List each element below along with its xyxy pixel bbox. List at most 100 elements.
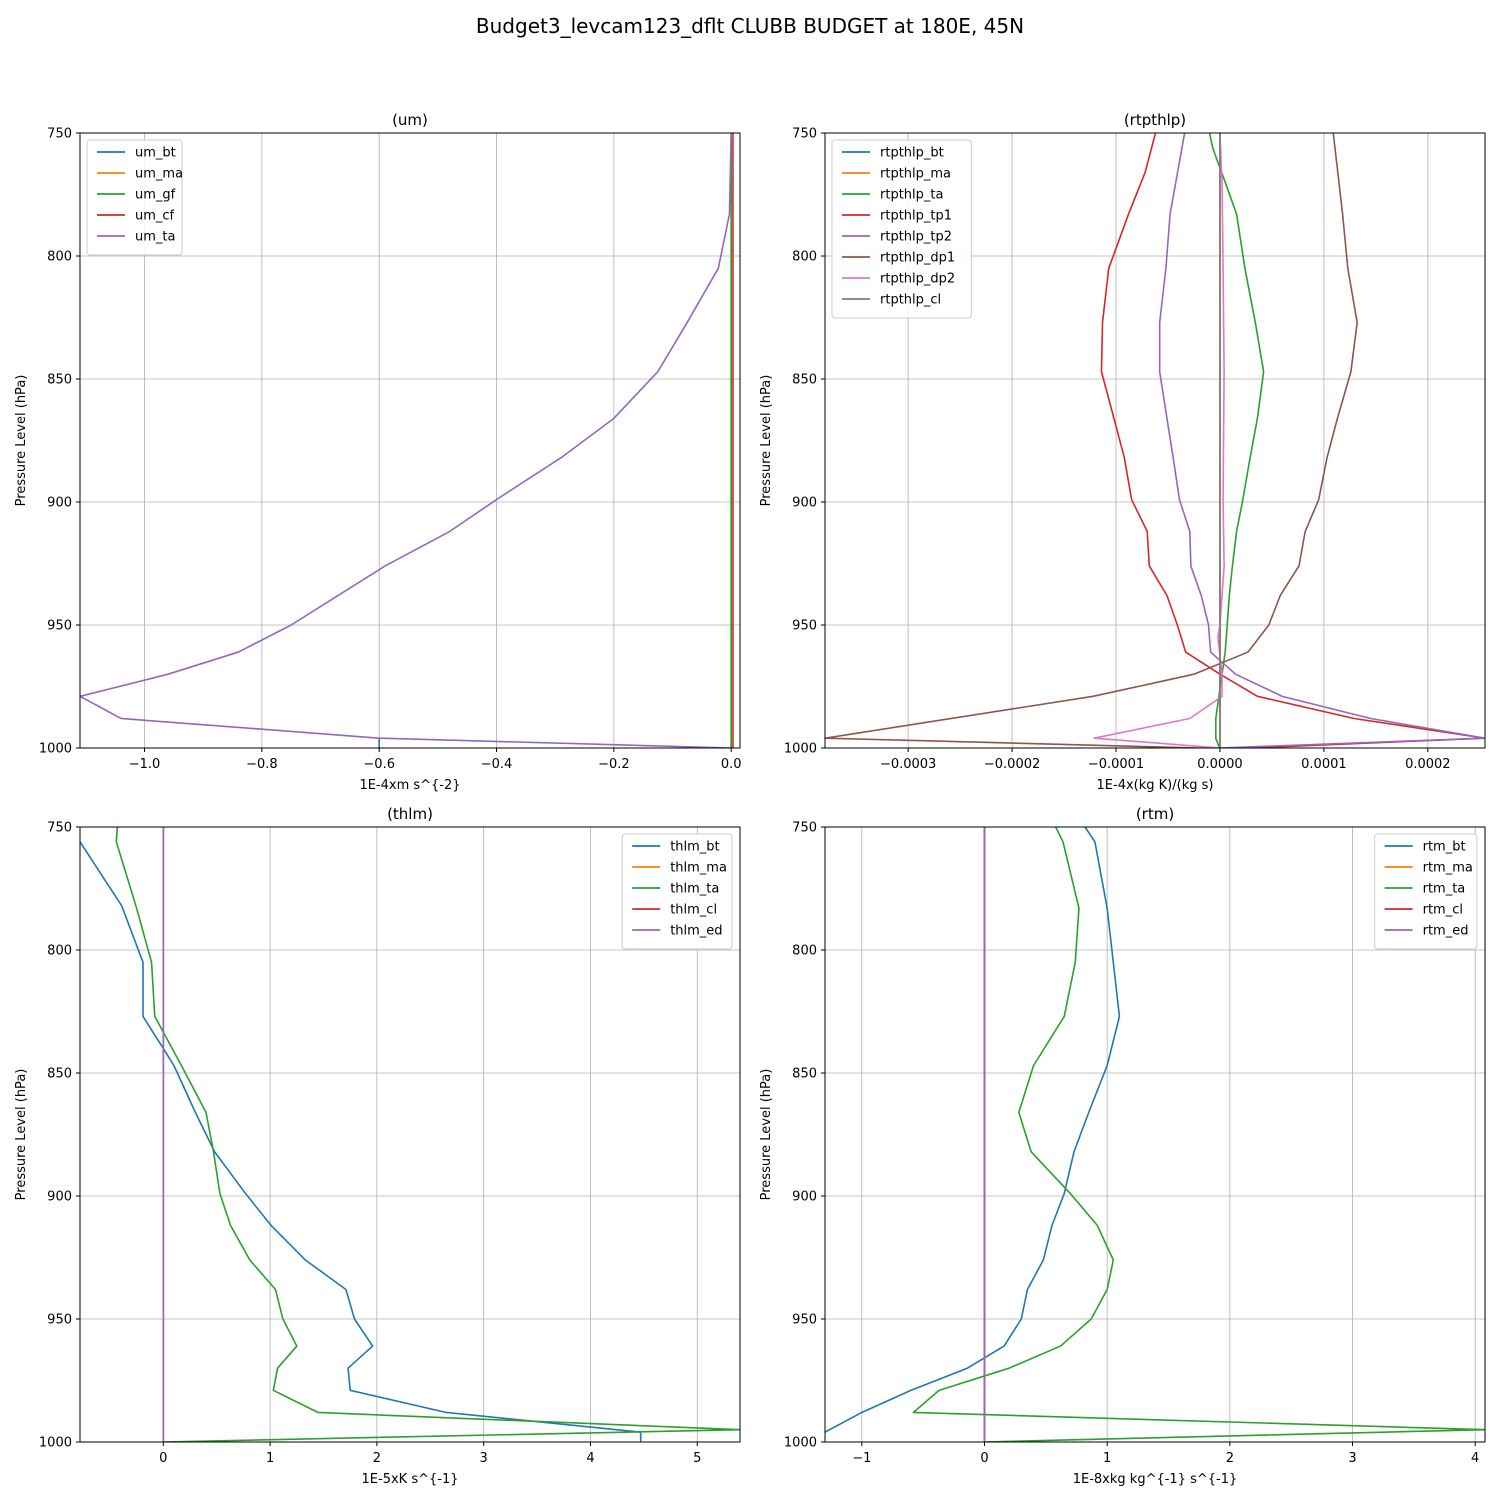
x-axis-label: 1E-4x(kg K)/(kg s)	[1097, 778, 1214, 793]
x-tick-label: −0.0003	[880, 757, 936, 772]
y-axis-label: Pressure Level (hPa)	[14, 375, 29, 507]
legend-label-um_cf: um_cf	[135, 209, 175, 224]
legend-label-rtpthlp_dp1: rtpthlp_dp1	[880, 251, 955, 266]
series-lines	[80, 133, 734, 748]
series-lines	[825, 133, 1485, 748]
legend: rtm_bt rtm_ma rtm_ta rtm_cl rtm_ed	[1374, 833, 1478, 950]
x-tick-label: −0.6	[363, 757, 395, 772]
legend: thlm_bt thlm_ma thlm_ta thlm_cl thlm_ed	[621, 833, 733, 950]
legend-label-rtm_cl: rtm_cl	[1423, 903, 1463, 918]
y-tick-label: 750	[47, 127, 72, 142]
x-tick-label: 3	[1348, 1451, 1356, 1466]
figure-title: Budget3_levcam123_dflt CLUBB BUDGET at 1…	[475, 14, 1025, 38]
y-tick-label: 800	[47, 944, 72, 959]
x-axis-label: 1E-4xm s^{-2}	[359, 778, 460, 793]
x-tick-label: −0.4	[481, 757, 513, 772]
series-line-rtpthlp_tp2	[1158, 133, 1485, 748]
legend-label-rtpthlp_dp2: rtpthlp_dp2	[880, 272, 955, 287]
series-line-rtm_ta	[912, 827, 1485, 1442]
x-tick-label: −1.0	[129, 757, 161, 772]
y-tick-label: 850	[792, 1067, 817, 1082]
y-tick-label: 900	[47, 1190, 72, 1205]
y-tick-label: 950	[792, 1313, 817, 1328]
x-tick-label: 0.0002	[1405, 757, 1451, 772]
axes-frame	[79, 826, 741, 1443]
y-axis-label: Pressure Level (hPa)	[14, 1069, 29, 1201]
y-tick-label: 950	[47, 1313, 72, 1328]
series-line-thlm_ta	[115, 827, 740, 1442]
x-tick-label: 0.0000	[1197, 757, 1243, 772]
y-tick-label: 1000	[39, 742, 72, 757]
legend: rtpthlp_bt rtpthlp_ma rtpthlp_ta rtpthlp_tp…	[831, 139, 972, 319]
y-tick-label: 950	[47, 619, 72, 634]
x-tick-label: −0.2	[598, 757, 630, 772]
subplot-title: (rtm)	[1136, 805, 1174, 823]
y-tick-label: 750	[47, 821, 72, 836]
subplot-title: (um)	[392, 111, 428, 129]
y-tick-label: 950	[792, 619, 817, 634]
legend-label-rtpthlp_ta: rtpthlp_ta	[880, 188, 943, 203]
legend-label-rtpthlp_tp1: rtpthlp_tp1	[880, 209, 952, 224]
y-tick-label: 900	[47, 496, 72, 511]
x-tick-label: −0.0002	[984, 757, 1040, 772]
series-lines	[80, 827, 740, 1442]
legend-label-rtpthlp_ma: rtpthlp_ma	[880, 167, 951, 182]
legend-label-um_ta: um_ta	[135, 230, 175, 245]
legend-box	[831, 139, 972, 319]
legend-label-thlm_ma: thlm_ma	[670, 861, 727, 876]
x-tick-label: 1	[266, 1451, 274, 1466]
axes-frame	[824, 826, 1486, 1443]
x-tick-label: 0	[159, 1451, 167, 1466]
y-axis-label: Pressure Level (hPa)	[759, 1069, 774, 1201]
x-tick-label: 5	[693, 1451, 701, 1466]
subplot-title: (rtpthlp)	[1124, 111, 1186, 129]
y-tick-label: 800	[792, 250, 817, 265]
y-tick-label: 800	[47, 250, 72, 265]
legend-label-rtpthlp_tp2: rtpthlp_tp2	[880, 230, 952, 245]
y-tick-label: 850	[47, 373, 72, 388]
x-tick-label: 0	[980, 1451, 988, 1466]
legend-label-um_bt: um_bt	[135, 146, 176, 161]
x-axis-label: 1E-5xK s^{-1}	[362, 1472, 459, 1487]
x-tick-label: 4	[586, 1451, 594, 1466]
y-tick-label: 900	[792, 1190, 817, 1205]
legend: um_bt um_ma um_gf um_cf um_ta	[86, 139, 183, 256]
legend-label-rtm_ed: rtm_ed	[1423, 924, 1469, 939]
x-tick-label: 2	[373, 1451, 381, 1466]
series-line-thlm_bt	[80, 841, 642, 1442]
x-tick-label: 2	[1226, 1451, 1234, 1466]
subplot-rtm: −1 0 1 2 3 4 750 800 850 900 950 1000 (rtm) 1E-8xkg k…	[759, 805, 1486, 1487]
subplot-um: −1.0 −0.8 −0.6 −0.4 −0.2 0.0 750 800 850 900 950 10…	[14, 111, 742, 793]
y-tick-label: 900	[792, 496, 817, 511]
legend-label-rtm_bt: rtm_bt	[1423, 840, 1466, 855]
series-line-rtpthlp_dp1	[825, 133, 1358, 748]
y-tick-label: 1000	[784, 1436, 817, 1451]
x-axis-label: 1E-8xkg kg^{-1} s^{-1}	[1073, 1472, 1238, 1487]
y-tick-label: 800	[792, 944, 817, 959]
y-tick-label: 850	[47, 1067, 72, 1082]
subplot-title: (thlm)	[387, 805, 433, 823]
series-line-rtpthlp_tp1	[1100, 133, 1485, 748]
x-tick-label: 1	[1103, 1451, 1111, 1466]
legend-label-thlm_ed: thlm_ed	[670, 924, 722, 939]
legend-label-thlm_ta: thlm_ta	[670, 882, 719, 897]
y-tick-label: 750	[792, 127, 817, 142]
axes-frame	[79, 132, 741, 749]
legend-label-thlm_cl: thlm_cl	[670, 903, 717, 918]
series-line-rtpthlp_dp2	[1093, 133, 1225, 748]
series-lines	[825, 827, 1485, 1442]
legend-label-um_gf: um_gf	[135, 188, 176, 203]
legend-label-um_ma: um_ma	[135, 167, 183, 182]
x-tick-label: 0.0	[721, 757, 742, 772]
subplot-rtpthlp: −0.0003 −0.0002 −0.0001 0.0000 0.0001 0.0002 7…	[759, 111, 1486, 793]
x-tick-label: 4	[1471, 1451, 1479, 1466]
y-tick-label: 1000	[39, 1436, 72, 1451]
legend-box	[86, 139, 183, 256]
legend-label-rtm_ta: rtm_ta	[1423, 882, 1466, 897]
y-tick-label: 1000	[784, 742, 817, 757]
series-line-um_ta	[80, 133, 732, 748]
subplot-thlm: 0 1 2 3 4 5 750 800 850 900 950 1000 (thlm) 1E-5xK s^…	[14, 805, 741, 1487]
legend-label-rtm_ma: rtm_ma	[1423, 861, 1473, 876]
series-line-rtpthlp_ta	[1208, 133, 1265, 748]
